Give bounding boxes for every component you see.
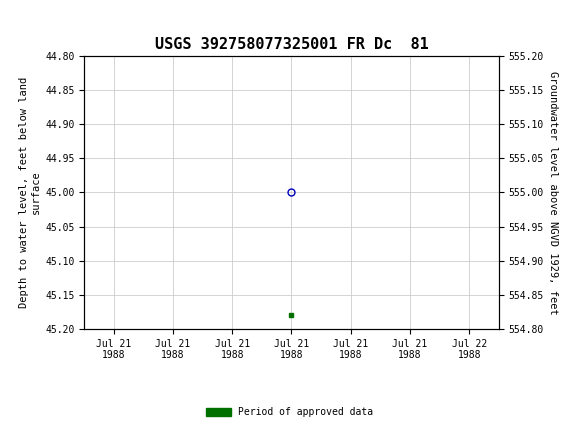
- Legend: Period of approved data: Period of approved data: [202, 403, 378, 421]
- Title: USGS 392758077325001 FR Dc  81: USGS 392758077325001 FR Dc 81: [155, 37, 428, 52]
- Y-axis label: Groundwater level above NGVD 1929, feet: Groundwater level above NGVD 1929, feet: [548, 71, 558, 314]
- Text: ≡USGS: ≡USGS: [9, 14, 68, 29]
- Y-axis label: Depth to water level, feet below land
surface: Depth to water level, feet below land su…: [19, 77, 41, 308]
